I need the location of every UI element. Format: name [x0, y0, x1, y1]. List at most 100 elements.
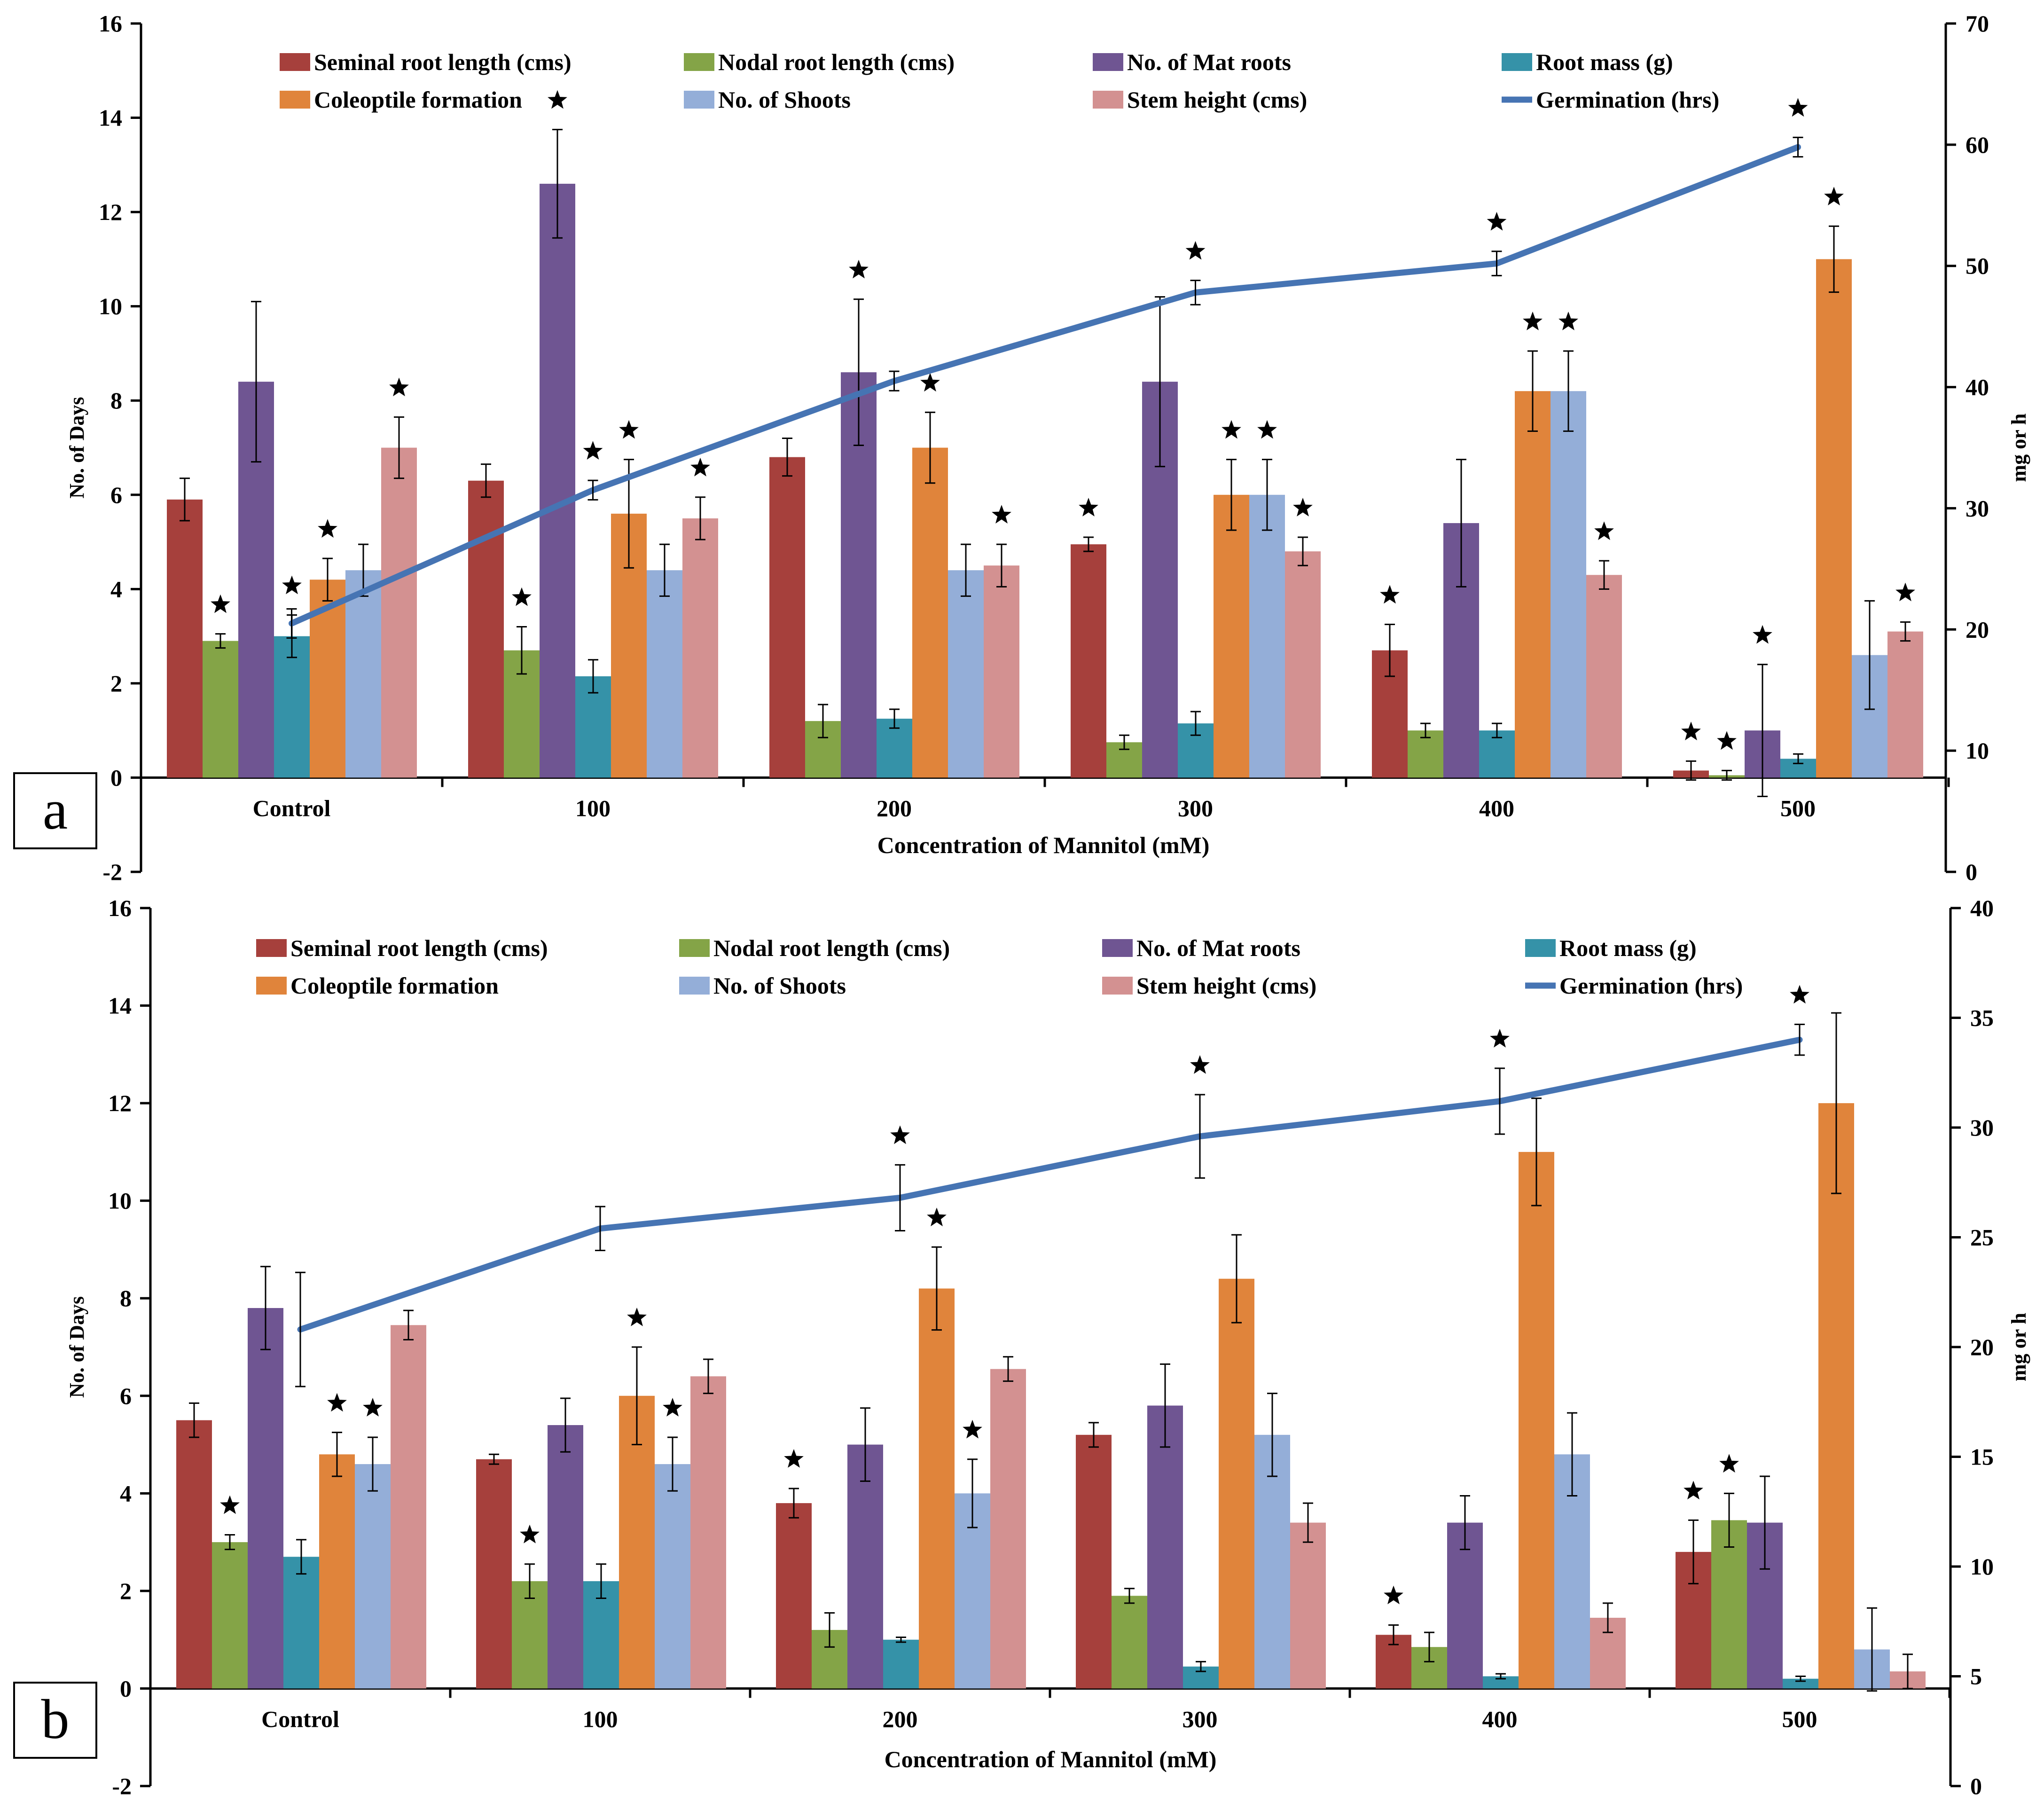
x-tick-label: 500 — [1780, 795, 1816, 821]
right-y-tick-label: 60 — [1966, 132, 1989, 158]
legend-swatch-mat — [1093, 53, 1123, 71]
x-tick-label: Control — [261, 1706, 339, 1732]
significance-star — [1684, 1481, 1703, 1500]
significance-star — [1788, 98, 1808, 117]
significance-star — [627, 1308, 647, 1326]
significance-star — [1824, 187, 1844, 205]
legend-label: Stem height (cms) — [1136, 972, 1316, 999]
right-y-tick-label: 15 — [1970, 1444, 1994, 1470]
left-y-tick-label: 14 — [108, 993, 132, 1019]
bar-stem — [984, 565, 1019, 778]
legend-label: Nodal root length (cms) — [713, 935, 950, 961]
legend-label: No. of Shoots — [718, 86, 851, 113]
significance-star — [389, 377, 409, 397]
significance-star — [663, 1398, 682, 1417]
bar-nodal — [203, 641, 238, 778]
right-y-axis-title: mg or h — [2007, 1313, 2030, 1381]
significance-star — [548, 90, 567, 109]
legend-label: Germination (hrs) — [1559, 972, 1743, 999]
left-y-tick-label: -2 — [112, 1773, 132, 1799]
significance-star — [363, 1398, 383, 1417]
bar-coleoptile — [919, 1288, 955, 1689]
bar-stem — [1285, 551, 1321, 778]
bar-mat — [548, 1425, 583, 1689]
legend-label: Germination (hrs) — [1536, 86, 1719, 113]
legend-label: No. of Mat roots — [1127, 49, 1291, 75]
bar-nodal — [1711, 1520, 1747, 1689]
right-y-tick-label: 20 — [1970, 1334, 1994, 1360]
x-tick-label: Control — [253, 795, 331, 821]
germination-line — [297, 1036, 1803, 1333]
bar-coleoptile — [1519, 1152, 1554, 1689]
panel-label-box — [13, 1682, 97, 1759]
right-y-axis-title: mg or h — [2007, 414, 2030, 482]
legend-label: Seminal root length (cms) — [314, 49, 572, 75]
significance-star — [784, 1449, 804, 1468]
bar-seminal — [176, 1420, 212, 1689]
left-y-tick-label: 2 — [120, 1578, 132, 1604]
right-y-tick-label: 10 — [1970, 1553, 1994, 1580]
left-y-tick-label: 4 — [120, 1480, 132, 1506]
significance-star — [849, 259, 869, 279]
bar-coleoptile — [1515, 391, 1551, 778]
bar-stem — [381, 447, 417, 778]
legend-swatch-stem — [1093, 91, 1123, 109]
right-y-tick-label: 0 — [1970, 1773, 1982, 1799]
bar-seminal — [167, 499, 203, 778]
significance-star — [619, 420, 639, 439]
bar-seminal — [776, 1503, 812, 1689]
bar-coleoptile — [1214, 494, 1249, 778]
bar-nodal — [1408, 730, 1443, 778]
bar-mass — [1783, 1678, 1818, 1689]
left-y-tick-label: 6 — [110, 482, 122, 508]
panel-label: a — [43, 778, 68, 841]
significance-star — [520, 1524, 540, 1544]
left-y-axis-title: No. of Days — [65, 397, 88, 498]
legend-swatch-shoots — [679, 977, 710, 995]
bar-shoots — [948, 570, 984, 778]
significance-star — [1487, 212, 1507, 231]
significance-star — [512, 587, 532, 606]
significance-star — [690, 457, 710, 477]
left-y-tick-label: 10 — [108, 1188, 132, 1214]
bar-mat — [248, 1308, 283, 1689]
significance-star — [220, 1495, 240, 1514]
legend-label: No. of Shoots — [713, 972, 846, 999]
right-y-tick-label: 70 — [1966, 10, 1989, 37]
right-y-tick-label: 40 — [1970, 895, 1994, 921]
significance-star — [583, 441, 603, 460]
bar-nodal — [512, 1581, 548, 1689]
x-axis-title: Concentration of Mannitol (mM) — [877, 832, 1210, 858]
significance-star — [1490, 1028, 1510, 1048]
legend-label: Coleoptile formation — [290, 972, 499, 999]
bar-mat — [1447, 1522, 1483, 1689]
legend-swatch-seminal — [280, 53, 310, 71]
x-tick-label: 200 — [877, 795, 912, 821]
bar-stem — [1290, 1522, 1326, 1689]
legend-swatch-seminal — [256, 939, 287, 957]
right-y-tick-label: 0 — [1966, 859, 1977, 885]
right-y-tick-label: 20 — [1966, 616, 1989, 643]
significance-star — [920, 373, 940, 392]
legend-label: Seminal root length (cms) — [290, 935, 548, 961]
left-y-tick-label: 12 — [99, 199, 122, 225]
right-y-tick-label: 35 — [1970, 1005, 1994, 1031]
x-tick-label: 300 — [1178, 795, 1213, 821]
bar-mass — [583, 1581, 619, 1689]
x-tick-label: 400 — [1479, 795, 1514, 821]
bar-seminal — [1071, 544, 1106, 778]
significance-star — [992, 505, 1011, 524]
significance-star — [963, 1419, 982, 1439]
legend-label: Coleoptile formation — [314, 86, 522, 113]
significance-star — [1681, 721, 1701, 741]
left-y-tick-label: 16 — [99, 10, 122, 37]
significance-star — [327, 1393, 347, 1412]
x-axis-title: Concentration of Mannitol (mM) — [885, 1746, 1217, 1772]
significance-star — [211, 594, 230, 613]
legend-swatch-nodal — [684, 53, 714, 71]
bar-coleoptile — [1818, 1103, 1854, 1689]
significance-star — [927, 1207, 947, 1227]
significance-star — [318, 519, 337, 538]
right-y-tick-label: 50 — [1966, 253, 1989, 279]
